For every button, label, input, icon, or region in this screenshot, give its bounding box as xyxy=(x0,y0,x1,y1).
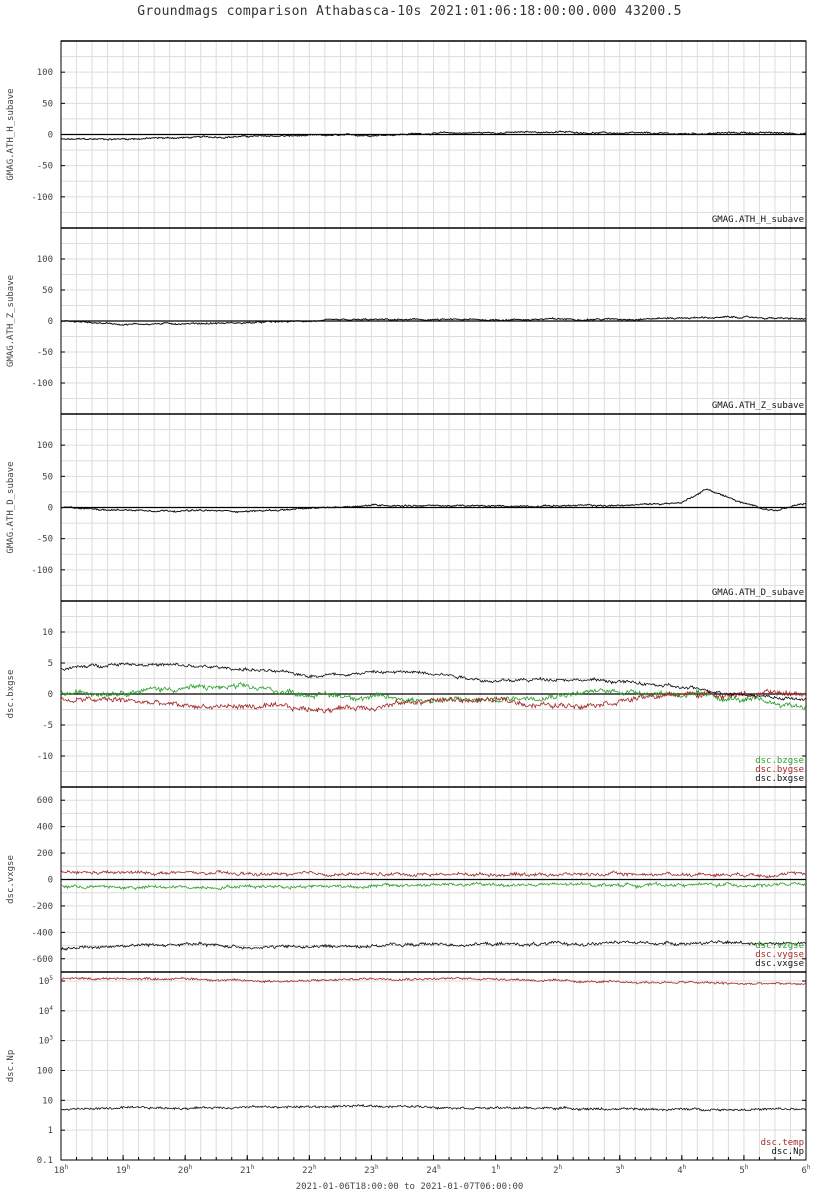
y-tick-label: -100 xyxy=(31,379,53,389)
x-tick-label: 4h xyxy=(677,1164,686,1176)
y-axis-label: dsc.bxgse xyxy=(6,670,16,719)
panel-dsc-bxgse: 1050-5-10dsc.bxgsedsc.bzgsedsc.bygsedsc.… xyxy=(6,600,807,788)
panel-gmag-ath-h-subave: 100 50 0 -50 -100 GMAG.ATH_H_subave GMAG.ATH_H… xyxy=(6,40,807,229)
y-tick-label: -50 xyxy=(37,348,53,358)
x-tick-label: 23h xyxy=(364,1164,379,1176)
y-tick-label: 200 xyxy=(37,849,53,859)
series-line-dsc-bygse xyxy=(60,688,807,714)
y-tick-label: 0 xyxy=(48,876,53,886)
legend-entry: GMAG.ATH_Z_subave xyxy=(712,401,804,411)
y-tick-label: 5 xyxy=(48,659,53,669)
series-line-gmag-ath-z-subave xyxy=(60,315,807,326)
time-range-footer: 2021-01-06T18:00:00 to 2021-01-07T06:00:… xyxy=(295,1182,524,1192)
y-tick-label: 0.1 xyxy=(37,1156,53,1166)
x-tick-label: 2h xyxy=(553,1164,562,1176)
y-tick-label: 0 xyxy=(48,504,53,514)
y-axis-label: GMAG.ATH_Z_subave xyxy=(6,275,16,367)
legend-entry: GMAG.ATH_D_subave xyxy=(712,588,804,598)
x-tick-label: 24h xyxy=(426,1164,441,1176)
y-tick-label: 100 xyxy=(37,441,53,451)
x-tick-label: 22h xyxy=(302,1164,317,1176)
series-line-dsc-vzgse xyxy=(60,881,807,891)
y-tick-label: 1 xyxy=(48,1126,53,1136)
y-tick-label: 600 xyxy=(37,796,53,806)
y-axis-label: dsc.Np xyxy=(6,1050,16,1083)
legend-entry: dsc.bygse xyxy=(755,765,804,775)
y-tick-label: 50 xyxy=(42,472,53,482)
series-line-gmag-ath-d-subave xyxy=(60,488,807,514)
x-tick-label: 21h xyxy=(240,1164,255,1176)
y-tick-label: 105 xyxy=(39,975,54,987)
legend-entry: dsc.Np xyxy=(771,1147,804,1157)
x-tick-label: 3h xyxy=(615,1164,624,1176)
legend-entry: dsc.bxgse xyxy=(755,774,804,784)
x-tick-label: 5h xyxy=(739,1164,748,1176)
x-tick-label: 18h xyxy=(54,1164,69,1176)
y-tick-label: 100 xyxy=(37,68,53,78)
y-tick-label: -5 xyxy=(42,721,53,731)
y-tick-label: 0 xyxy=(48,131,53,141)
series-line-dsc-bzgse xyxy=(60,681,807,710)
y-tick-label: -200 xyxy=(31,902,53,912)
legend-entry: dsc.vzgse xyxy=(755,941,804,951)
series-line-dsc-vygse xyxy=(60,869,807,879)
legend-entry: dsc.vygse xyxy=(755,950,804,960)
y-tick-label: 103 xyxy=(39,1035,54,1047)
y-tick-label: 100 xyxy=(37,1066,53,1076)
y-tick-label: -100 xyxy=(31,566,53,576)
y-axis-label: GMAG.ATH_H_subave xyxy=(6,88,16,180)
y-axis-label: GMAG.ATH_D_subave xyxy=(6,461,16,553)
series-line-dsc-np xyxy=(60,1103,807,1112)
y-tick-label: 104 xyxy=(39,1005,54,1017)
y-tick-label: 0 xyxy=(48,317,53,327)
x-tick-label: 20h xyxy=(178,1164,193,1176)
legend-entry: dsc.vxgse xyxy=(755,959,804,969)
y-tick-label: -100 xyxy=(31,193,53,203)
series-line-dsc-temp xyxy=(60,976,807,986)
x-tick-label: 19h xyxy=(116,1164,131,1176)
y-tick-label: 100 xyxy=(37,255,53,265)
y-tick-label: 400 xyxy=(37,823,53,833)
x-tick-label: 1h xyxy=(491,1164,500,1176)
y-tick-label: 0 xyxy=(48,690,53,700)
panel-gmag-ath-d-subave: 100 50 0 -50 -100 GMAG.ATH_D_subave GMAG.ATH_D… xyxy=(6,413,807,602)
panel-dsc-vxgse: 600 400 200 0 -200 -400 -600 dsc.vxgse dsc.vzgse… xyxy=(6,786,807,973)
x-tick-label: 6h xyxy=(801,1164,810,1176)
y-tick-label: -50 xyxy=(37,535,53,545)
legend-entry: GMAG.ATH_H_subave xyxy=(712,215,804,225)
y-tick-label: 10 xyxy=(42,1096,53,1106)
y-tick-label: -400 xyxy=(31,928,53,938)
panel-gmag-ath-z-subave: 100 50 0 -50 -100 GMAG.ATH_Z_subave GMAG.ATH_Z… xyxy=(6,227,807,415)
legend-entry: dsc.temp xyxy=(761,1138,804,1148)
chart-title: Groundmags comparison Athabasca-10s 2021… xyxy=(137,4,682,19)
series-line-dsc-bxgse xyxy=(60,662,807,702)
y-tick-label: -50 xyxy=(37,162,53,172)
y-tick-label: -10 xyxy=(37,752,53,762)
legend-entry: dsc.bzgse xyxy=(755,756,804,766)
y-tick-label: 10 xyxy=(42,628,53,638)
y-tick-label: 50 xyxy=(42,286,53,296)
y-tick-label: 50 xyxy=(42,99,53,109)
series-line-gmag-ath-h-subave xyxy=(60,130,807,141)
y-tick-label: -600 xyxy=(31,955,53,965)
y-axis-label: dsc.vxgse xyxy=(6,855,16,904)
series-line-dsc-vxgse xyxy=(60,939,807,951)
